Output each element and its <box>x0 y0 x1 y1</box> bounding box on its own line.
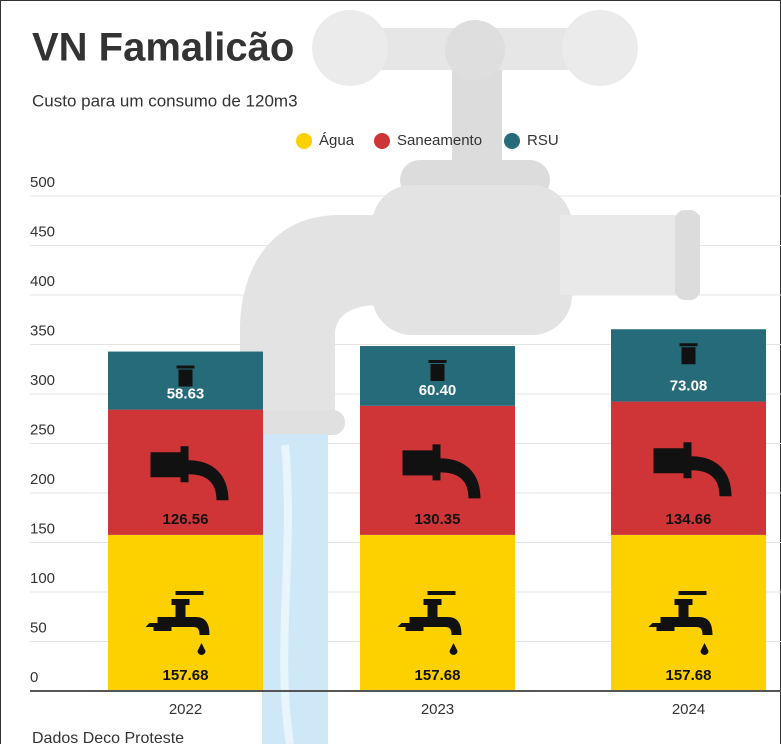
legend-label: Saneamento <box>397 132 482 149</box>
chart-title: VN Famalicão <box>32 26 294 70</box>
data-label: 73.08 <box>670 378 708 395</box>
x-tick-label: 2024 <box>672 701 705 718</box>
y-tick-label: 50 <box>30 619 47 636</box>
legend-label: Água <box>319 132 355 149</box>
legend-swatch <box>504 133 520 149</box>
y-tick-label: 150 <box>30 520 55 537</box>
data-label: 126.56 <box>163 511 209 528</box>
y-tick-label: 400 <box>30 273 55 290</box>
legend-label: RSU <box>527 132 559 149</box>
legend-swatch <box>296 133 312 149</box>
y-tick-label: 100 <box>30 570 55 587</box>
data-label: 134.66 <box>666 511 712 528</box>
x-tick-label: 2022 <box>169 701 202 718</box>
y-tick-label: 450 <box>30 223 55 240</box>
data-label: 157.68 <box>666 667 712 684</box>
y-tick-label: 250 <box>30 421 55 438</box>
x-tick-label: 2023 <box>421 701 454 718</box>
y-tick-label: 500 <box>30 174 55 191</box>
y-tick-label: 200 <box>30 471 55 488</box>
data-label: 157.68 <box>415 667 461 684</box>
data-label: 60.40 <box>419 382 457 399</box>
data-label: 58.63 <box>167 386 205 403</box>
y-tick-label: 300 <box>30 372 55 389</box>
data-label: 157.68 <box>163 667 209 684</box>
legend-swatch <box>374 133 390 149</box>
chart: VN Famalicão Custo para um consumo de 12… <box>0 0 781 744</box>
footer: Dados Deco Proteste <box>32 730 184 744</box>
y-tick-label: 0 <box>30 669 38 686</box>
y-tick-label: 350 <box>30 322 55 339</box>
chart-subtitle: Custo para um consumo de 120m3 <box>32 91 298 110</box>
data-label: 130.35 <box>415 511 461 528</box>
